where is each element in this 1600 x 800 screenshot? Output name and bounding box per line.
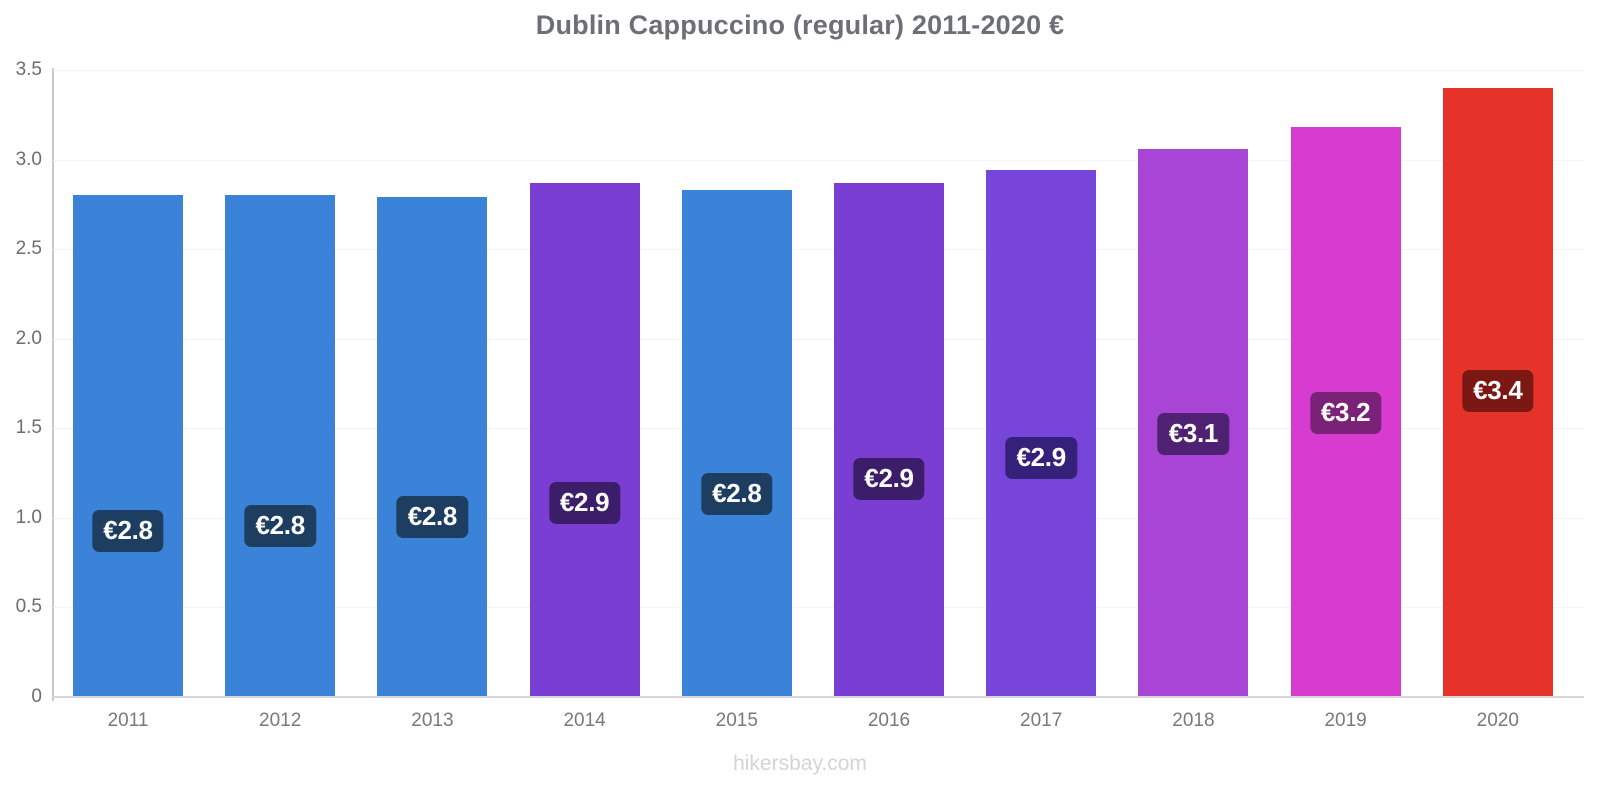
- gridline: [53, 70, 1584, 71]
- y-axis-tick-label: 1.0: [15, 506, 42, 528]
- bar-rect: [225, 195, 336, 697]
- bar-value-label: €2.9: [548, 481, 621, 524]
- bar-value-label: €2.8: [396, 495, 469, 538]
- bar-rect: [834, 182, 944, 697]
- bar[interactable]: €2.9: [529, 182, 640, 697]
- x-axis-tick-label: 2013: [411, 710, 454, 731]
- y-axis-tick-label: 1.5: [15, 417, 42, 439]
- bar[interactable]: €2.9: [986, 170, 1097, 697]
- x-axis-tick-label: 2011: [107, 710, 149, 731]
- y-axis-tick-label: 2.0: [15, 327, 42, 349]
- chart-title: Dublin Cappuccino (regular) 2011-2020 €: [535, 10, 1065, 40]
- bar-rect: [681, 190, 792, 697]
- gridline: [53, 428, 1584, 430]
- bar-rect: [377, 197, 488, 697]
- bar-value-label: €2.9: [1005, 436, 1077, 479]
- bar[interactable]: €3.4: [1442, 87, 1553, 697]
- gridline: [53, 517, 1584, 519]
- x-axis-tick-label: 2012: [259, 710, 302, 731]
- y-axis-tick-label: 2.5: [15, 238, 42, 260]
- bar-rect: [529, 182, 640, 697]
- bar[interactable]: €2.8: [225, 195, 336, 697]
- gridline: [53, 249, 1584, 251]
- bar-value-label: €2.9: [853, 458, 925, 501]
- y-axis-tick-label: 0.5: [15, 596, 42, 618]
- y-axis-tick-label: 3.5: [15, 59, 42, 80]
- bar-value-label: €2.8: [92, 510, 164, 553]
- bar[interactable]: €2.8: [377, 197, 488, 697]
- y-axis-tick-label: 3.0: [15, 148, 42, 170]
- plot-area: €2.8 €2.8 €2.8 €2.9 €2.8 €2.9 €2.9 €3.1 €3.2 €3.4: [53, 70, 1584, 697]
- bar-value-label: €2.8: [244, 504, 316, 547]
- bar-value-label: €2.8: [701, 472, 773, 515]
- bar[interactable]: €2.8: [73, 195, 183, 697]
- bar[interactable]: €3.1: [1138, 148, 1249, 697]
- x-axis-tick-label: 2016: [867, 710, 911, 731]
- bar-value-label: €3.1: [1157, 413, 1230, 456]
- gridline: [53, 607, 1584, 609]
- footer-watermark: hikersbay.com: [733, 752, 867, 775]
- bar-rect: [986, 170, 1097, 697]
- x-axis-tick-label: 2015: [715, 710, 758, 731]
- y-axis-tick-label: 0: [31, 686, 42, 707]
- x-axis-tick-label: 2014: [563, 710, 606, 731]
- bar[interactable]: €2.9: [834, 182, 944, 697]
- x-axis-tick-label: 2018: [1172, 710, 1215, 731]
- y-axis-line: [52, 68, 54, 701]
- bar-rect: [73, 195, 183, 697]
- bar[interactable]: €2.8: [681, 190, 792, 697]
- x-axis-tick-label: 2017: [1020, 710, 1063, 731]
- bar-value-label: €3.4: [1462, 370, 1534, 413]
- x-axis-tick-label: 2019: [1324, 710, 1367, 731]
- gridline: [53, 338, 1584, 340]
- gridline: [53, 159, 1584, 161]
- bar[interactable]: €3.2: [1290, 127, 1401, 697]
- x-axis-tick-label: 2020: [1476, 710, 1519, 731]
- bar-value-label: €3.2: [1309, 391, 1382, 434]
- x-axis-line: [53, 696, 1584, 698]
